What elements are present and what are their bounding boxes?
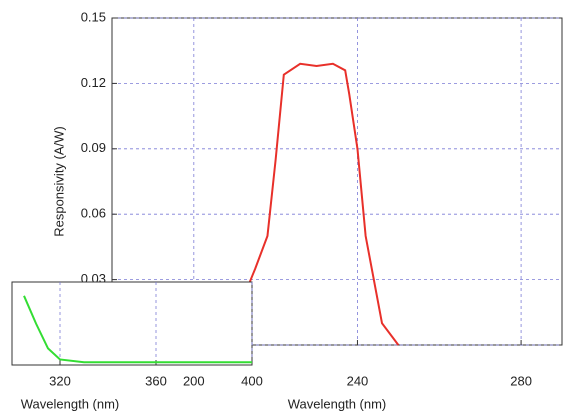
x-tick-label: 200 bbox=[183, 373, 205, 388]
y-tick-label: 0.12 bbox=[81, 75, 106, 90]
x-tick-label: 280 bbox=[510, 373, 532, 388]
x-axis-label: Wavelength (nm) bbox=[288, 396, 387, 411]
y-axis-label: Responsivity (A/W) bbox=[51, 126, 66, 237]
y-tick-label: 0.06 bbox=[81, 206, 106, 221]
y-tick-label: 0.15 bbox=[81, 9, 106, 24]
x-tick-label: 240 bbox=[347, 373, 369, 388]
y-tick-label: 0.09 bbox=[81, 140, 106, 155]
x-tick-label: 320 bbox=[49, 373, 71, 388]
line-series bbox=[23, 295, 252, 364]
plot-area bbox=[11, 281, 253, 366]
x-tick-label: 400 bbox=[241, 373, 263, 388]
line-series bbox=[213, 62, 400, 346]
x-axis-label: Wavelength (nm) bbox=[21, 396, 120, 411]
x-tick-label: 360 bbox=[145, 373, 167, 388]
